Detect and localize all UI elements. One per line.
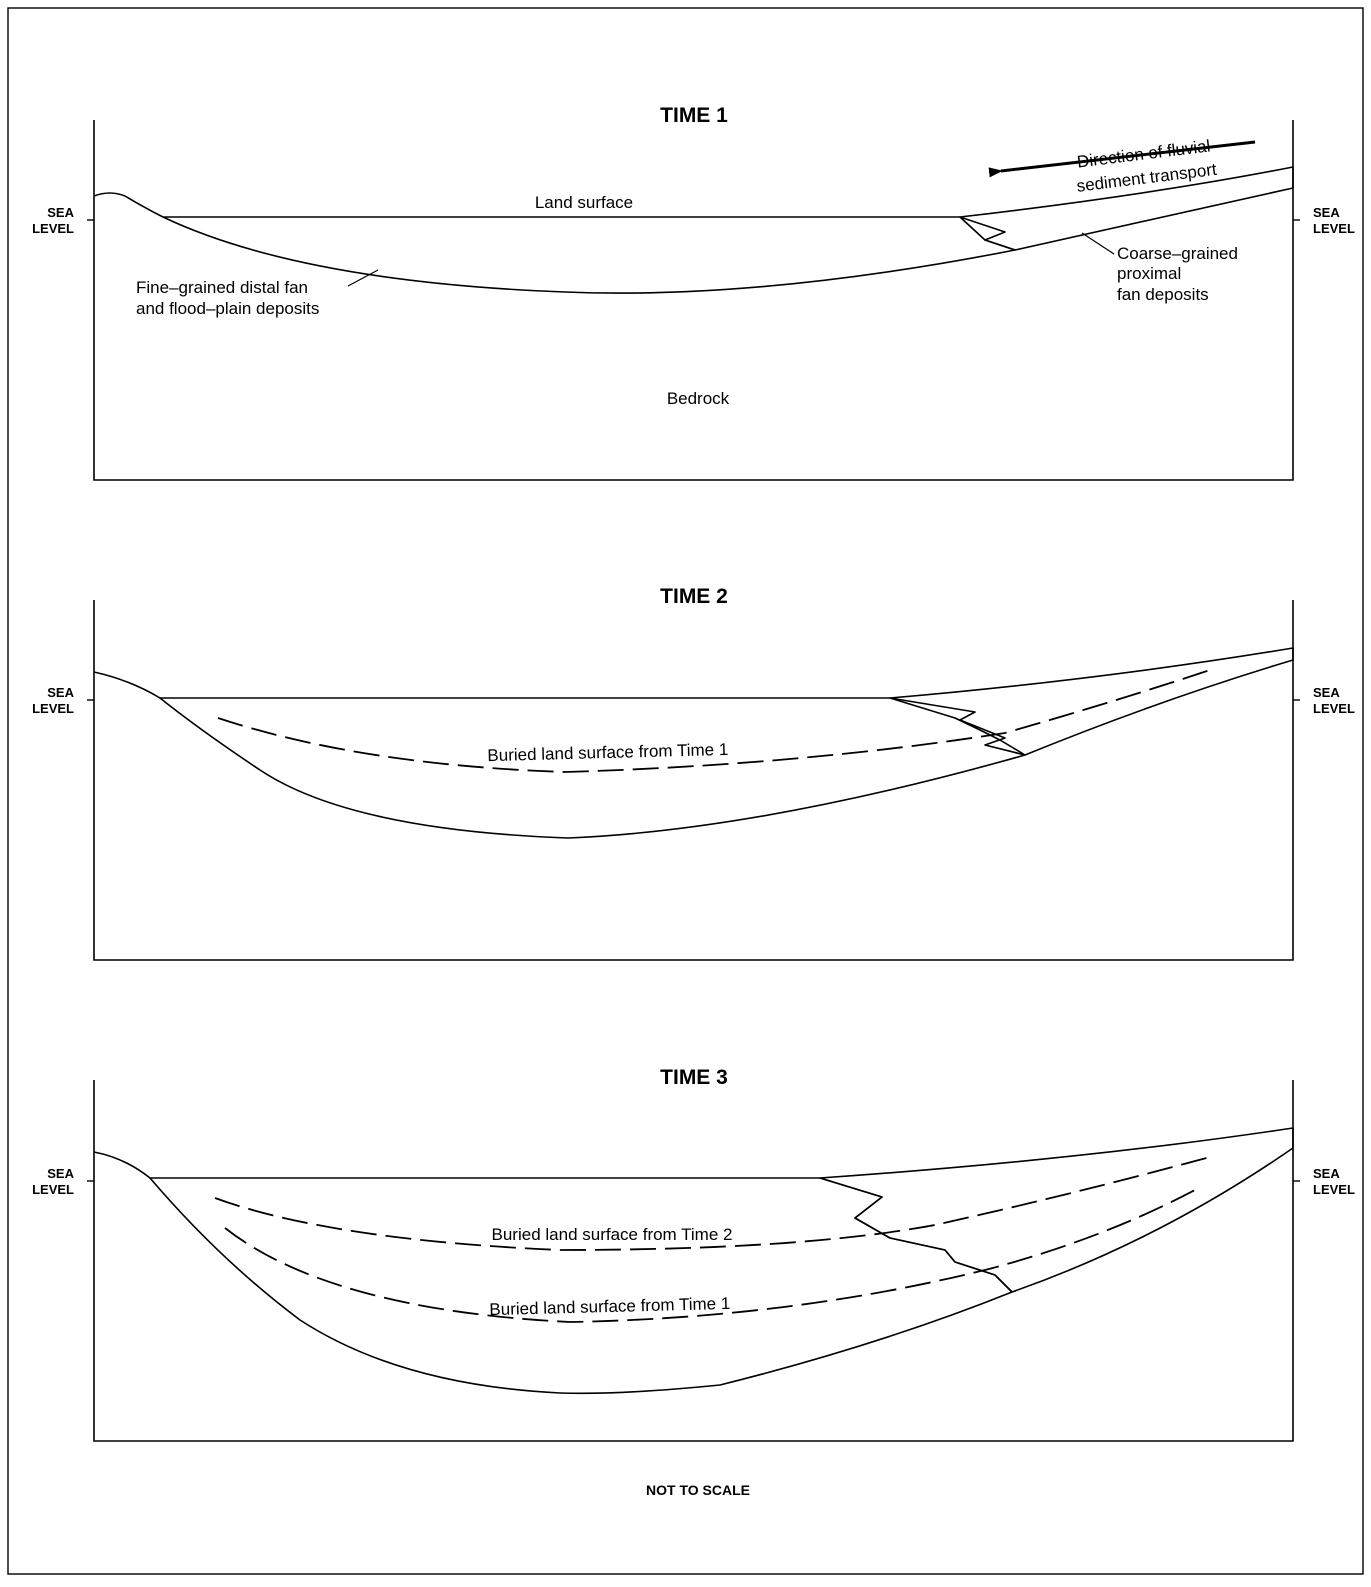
bedrock-surface-left <box>93 1151 151 1179</box>
coarse-deposits-leader <box>1081 232 1115 255</box>
fine-grained-deposits <box>162 216 1016 294</box>
coarse-grained-deposits <box>959 166 1294 251</box>
bedrock-surface-left <box>93 192 164 218</box>
not-to-scale-note: NOT TO SCALE <box>646 1482 750 1498</box>
fine-deposits-label-line-2: and flood–plain deposits <box>136 299 319 318</box>
bedrock-surface-left <box>93 671 161 699</box>
land-surface-label: Land surface <box>535 193 633 212</box>
panel-frame <box>93 120 1294 481</box>
buried-time-1-label: Buried land surface from Time 1 <box>487 740 728 765</box>
panel-title: TIME 1 <box>660 104 728 127</box>
coarse-deposits-label-line-2: proximal <box>1117 264 1181 283</box>
sea-label-right-1: SEA <box>1313 685 1340 700</box>
panel-title: TIME 2 <box>660 585 728 608</box>
sea-label-right-2: LEVEL <box>1313 701 1355 716</box>
panel-time-1: TIME 1 SEA LEVEL SEA LEVEL Land surface … <box>32 104 1355 481</box>
sea-label-left-1: SEA <box>47 205 74 220</box>
coarse-grained-deposits <box>819 1127 1294 1293</box>
sea-label-left-2: LEVEL <box>32 221 74 236</box>
panel-frame <box>93 600 1294 961</box>
transport-arrow <box>988 140 1256 178</box>
panel-time-3: TIME 3 SEA LEVEL SEA LEVEL Buried land s… <box>32 1066 1355 1442</box>
buried-surface-time-1 <box>217 669 1211 773</box>
fine-grained-deposits <box>149 1177 1013 1395</box>
sea-label-left-2: LEVEL <box>32 701 74 716</box>
fine-deposits-leader <box>347 269 379 287</box>
coarse-deposits-label-line-1: Coarse–grained <box>1117 244 1238 263</box>
buried-time-1-label: Buried land surface from Time 1 <box>489 1294 730 1319</box>
buried-surface-time-1 <box>224 1189 1196 1323</box>
transport-label: Direction of fluvial sediment transport <box>1076 136 1218 195</box>
sea-label-left-2: LEVEL <box>32 1182 74 1197</box>
coarse-deposits-label-line-3: fan deposits <box>1117 285 1209 304</box>
bedrock-label: Bedrock <box>667 389 730 408</box>
sea-label-right-1: SEA <box>1313 1166 1340 1181</box>
fine-deposits-label-line-1: Fine–grained distal fan <box>136 278 308 297</box>
coarse-grained-deposits <box>889 647 1294 756</box>
sea-label-left-1: SEA <box>47 685 74 700</box>
panel-time-2: TIME 2 SEA LEVEL SEA LEVEL Buried land s… <box>32 585 1355 961</box>
panel-title: TIME 3 <box>660 1066 728 1089</box>
sea-label-right-2: LEVEL <box>1313 1182 1355 1197</box>
buried-time-2-label: Buried land surface from Time 2 <box>492 1225 733 1244</box>
panel-frame <box>93 1080 1294 1442</box>
sea-label-right-1: SEA <box>1313 205 1340 220</box>
sea-label-left-1: SEA <box>47 1166 74 1181</box>
page-border <box>7 7 1364 1575</box>
sea-label-right-2: LEVEL <box>1313 221 1355 236</box>
fine-grained-deposits <box>159 697 1026 839</box>
buried-surface-time-2 <box>214 1156 1211 1251</box>
